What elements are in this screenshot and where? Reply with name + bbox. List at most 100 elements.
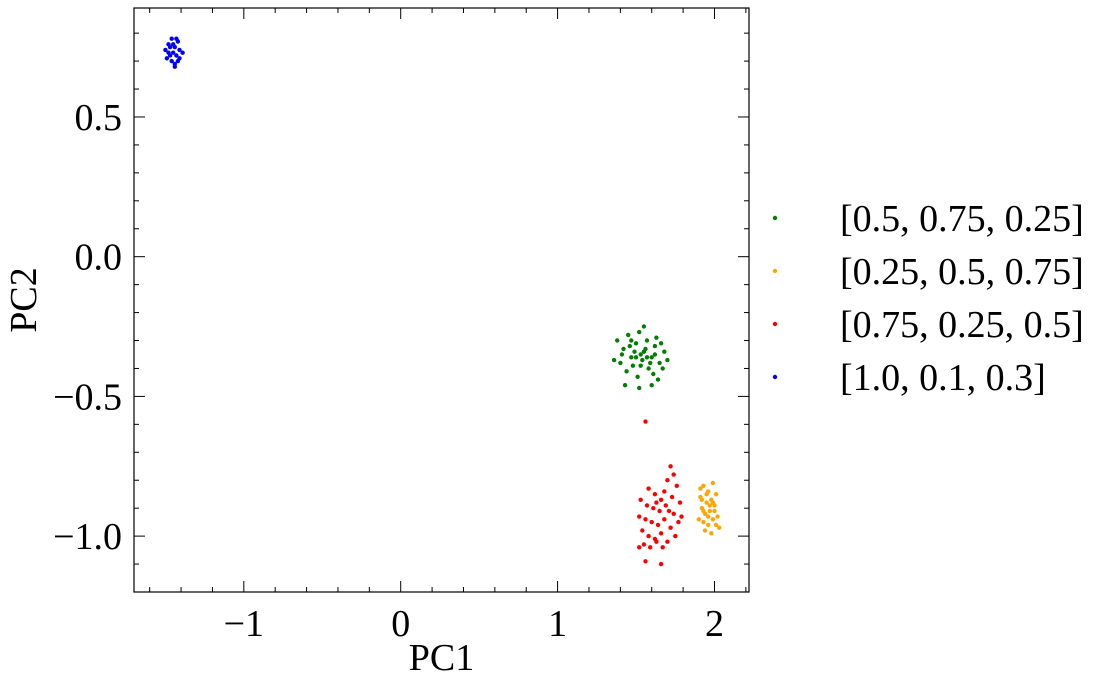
scatter-point [646, 533, 651, 539]
scatter-point [715, 514, 720, 519]
scatter-point [644, 338, 650, 343]
scatter-point [638, 497, 643, 502]
scatter-point [669, 494, 675, 500]
scatter-point [643, 517, 648, 522]
scatter-point [644, 503, 650, 508]
scatter-point [180, 50, 185, 55]
scatter-point [643, 559, 648, 564]
scatter-point [174, 53, 179, 58]
scatter-point [633, 355, 639, 360]
scatter-point [698, 486, 703, 491]
points-layer [163, 36, 722, 567]
scatter-point [637, 514, 642, 519]
scatter-point [657, 508, 662, 514]
scatter-point [633, 341, 639, 346]
scatter-point [679, 514, 684, 519]
x-tick-label: 2 [705, 603, 724, 645]
scatter-point [662, 349, 667, 354]
scatter-point [706, 522, 711, 528]
scatter-point [618, 360, 623, 366]
scatter-point [701, 483, 706, 488]
x-axis-label: PC1 [409, 637, 474, 679]
scatter-point [624, 369, 629, 374]
scatter-point [646, 486, 651, 491]
scatter-point [652, 492, 658, 497]
scatter-point [652, 352, 658, 357]
scatter-point [710, 480, 716, 486]
scatter-point [641, 324, 647, 329]
scatter-point [710, 517, 716, 522]
scatter-point [637, 385, 642, 391]
scatter-point [707, 503, 712, 508]
legend-marker [772, 374, 778, 380]
scatter-point [629, 338, 634, 343]
legend-marker [772, 321, 778, 327]
scatter-point [666, 508, 672, 514]
scatter-point [641, 542, 647, 547]
scatter-point [665, 539, 670, 544]
y-tick-label: −0.5 [53, 376, 122, 418]
scatter-point [673, 533, 678, 539]
scatter-point [621, 346, 626, 352]
plot-frame [133, 7, 750, 593]
scatter-point [163, 47, 168, 53]
scatter-point [627, 343, 632, 349]
scatter-point [668, 464, 673, 469]
scatter-point [674, 483, 679, 488]
scatter-point [646, 366, 651, 371]
scatter-point [619, 352, 625, 357]
scatter-point [713, 492, 719, 497]
scatter-point [657, 360, 662, 366]
scatter-point [637, 329, 642, 335]
scatter-point [663, 503, 668, 508]
y-tick-label: −1.0 [53, 516, 122, 558]
scatter-point [629, 355, 634, 360]
scatter-point [660, 366, 665, 371]
legend: [0.5, 0.75, 0.25] [0.25, 0.5, 0.75] [0.75,… [772, 198, 1084, 399]
scatter-point [167, 44, 173, 50]
ticks-layer: −1 0 1 2 −1.0 −0.5 0.0 0.5 [53, 8, 749, 645]
scatter-point [172, 64, 177, 69]
legend-label: [0.25, 0.5, 0.75] [840, 251, 1084, 293]
scatter-point [702, 528, 708, 533]
scatter-point [626, 332, 631, 338]
scatter-point [658, 341, 664, 346]
x-tick-label: −1 [224, 603, 264, 645]
scatter-point [643, 419, 648, 424]
y-tick-label: 0.0 [75, 237, 123, 279]
legend-marker [772, 268, 778, 274]
scatter-point [169, 58, 174, 64]
scatter-point [655, 377, 661, 382]
scatter-point [652, 343, 658, 349]
scatter-point [177, 47, 182, 53]
scatter-point [651, 506, 656, 511]
scatter-point [704, 500, 709, 505]
scatter-point [662, 517, 667, 522]
scatter-point [622, 383, 628, 388]
scatter-point [171, 42, 176, 47]
scatter-point [704, 492, 709, 497]
scatter-point [706, 514, 711, 519]
scatter-point [166, 50, 171, 55]
scatter-point [665, 357, 670, 363]
scatter-point [635, 374, 640, 379]
scatter-point [164, 56, 170, 61]
y-tick-label: 0.5 [75, 97, 123, 139]
scatter-point [649, 355, 654, 360]
scatter-point [640, 357, 645, 363]
scatter-point [654, 500, 659, 505]
scatter-point [699, 497, 705, 502]
scatter-point [174, 36, 179, 41]
scatter-point [662, 489, 667, 494]
legend-label: [1.0, 0.1, 0.3] [840, 357, 1046, 399]
scatter-point [643, 346, 648, 352]
scatter-point [649, 383, 654, 388]
scatter-point [668, 525, 673, 530]
scatter-point [649, 519, 654, 525]
scatter-point [615, 338, 620, 343]
x-tick-label: 0 [391, 603, 410, 645]
scatter-point [676, 519, 681, 525]
scatter-point [713, 522, 719, 528]
